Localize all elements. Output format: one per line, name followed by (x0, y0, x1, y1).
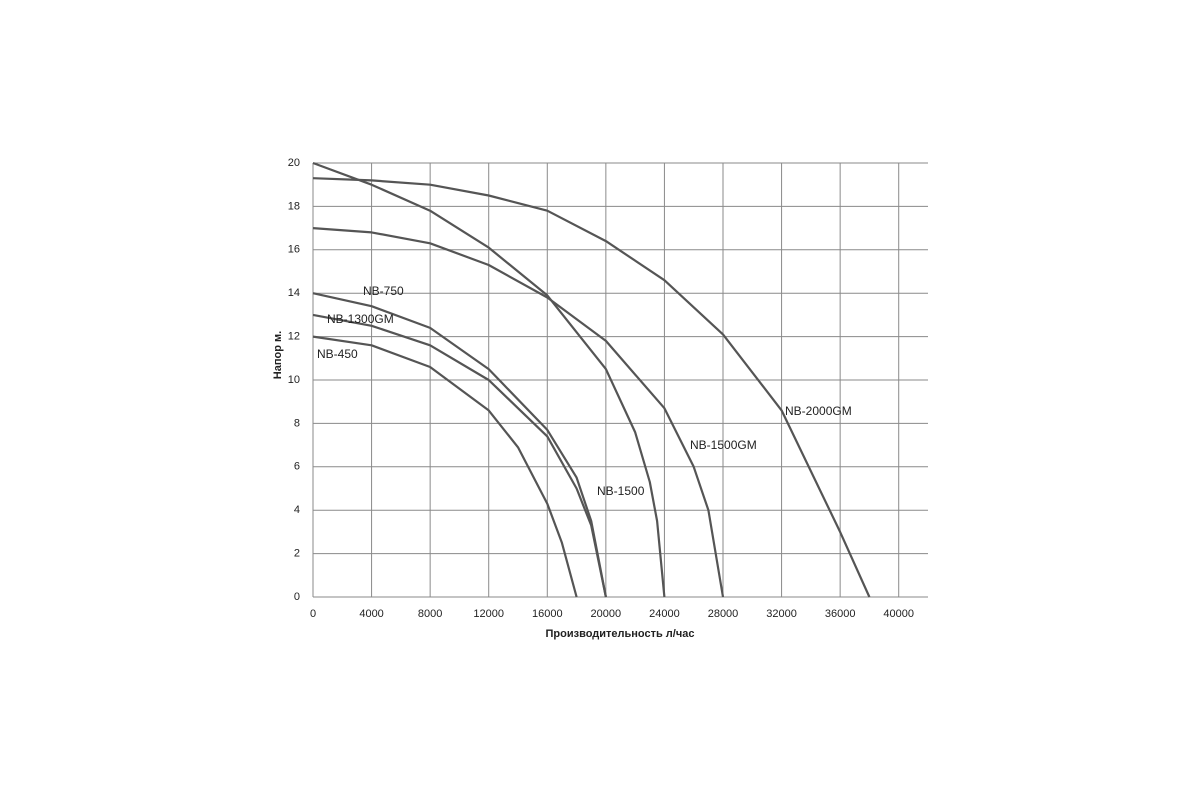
series-label: NB-450 (317, 347, 358, 361)
y-tick-label: 10 (288, 374, 300, 386)
x-axis-label: Производительность л/час (546, 628, 695, 640)
y-tick-label: 18 (288, 200, 300, 212)
x-tick-label: 12000 (473, 608, 504, 620)
y-tick-label: 12 (288, 331, 300, 343)
pump-curve (312, 227, 725, 598)
x-tick-label: 24000 (649, 608, 680, 620)
x-tick-label: 40000 (883, 608, 914, 620)
y-tick-label: 4 (294, 504, 300, 516)
series-label: NB-2000GM (785, 404, 852, 418)
x-tick-label: 0 (310, 608, 316, 620)
x-tick-label: 32000 (766, 608, 797, 620)
pump-curve (312, 292, 607, 598)
series-label: NB-1500 (597, 484, 645, 498)
y-tick-label: 0 (294, 591, 300, 603)
x-tick-label: 36000 (825, 608, 856, 620)
pump-curve (312, 313, 607, 598)
x-tick-label: 16000 (532, 608, 563, 620)
y-tick-label: 8 (294, 417, 300, 429)
series-label: NB-1500GM (690, 438, 757, 452)
y-tick-label: 6 (294, 461, 300, 473)
x-tick-label: 8000 (418, 608, 442, 620)
y-tick-label: 2 (294, 548, 300, 560)
y-tick-label: 20 (288, 157, 300, 169)
y-tick-label: 14 (288, 287, 300, 299)
pump-curve (312, 161, 666, 598)
y-tick-label: 16 (288, 244, 300, 256)
x-tick-label: 4000 (359, 608, 383, 620)
pump-curve (312, 177, 871, 598)
y-axis-label: Напор м. (272, 331, 284, 379)
pump-curve (312, 335, 578, 598)
series-label: NB-1300GM (327, 312, 394, 326)
x-tick-label: 20000 (591, 608, 622, 620)
x-tick-label: 28000 (708, 608, 739, 620)
series-label: NB-750 (363, 284, 404, 298)
